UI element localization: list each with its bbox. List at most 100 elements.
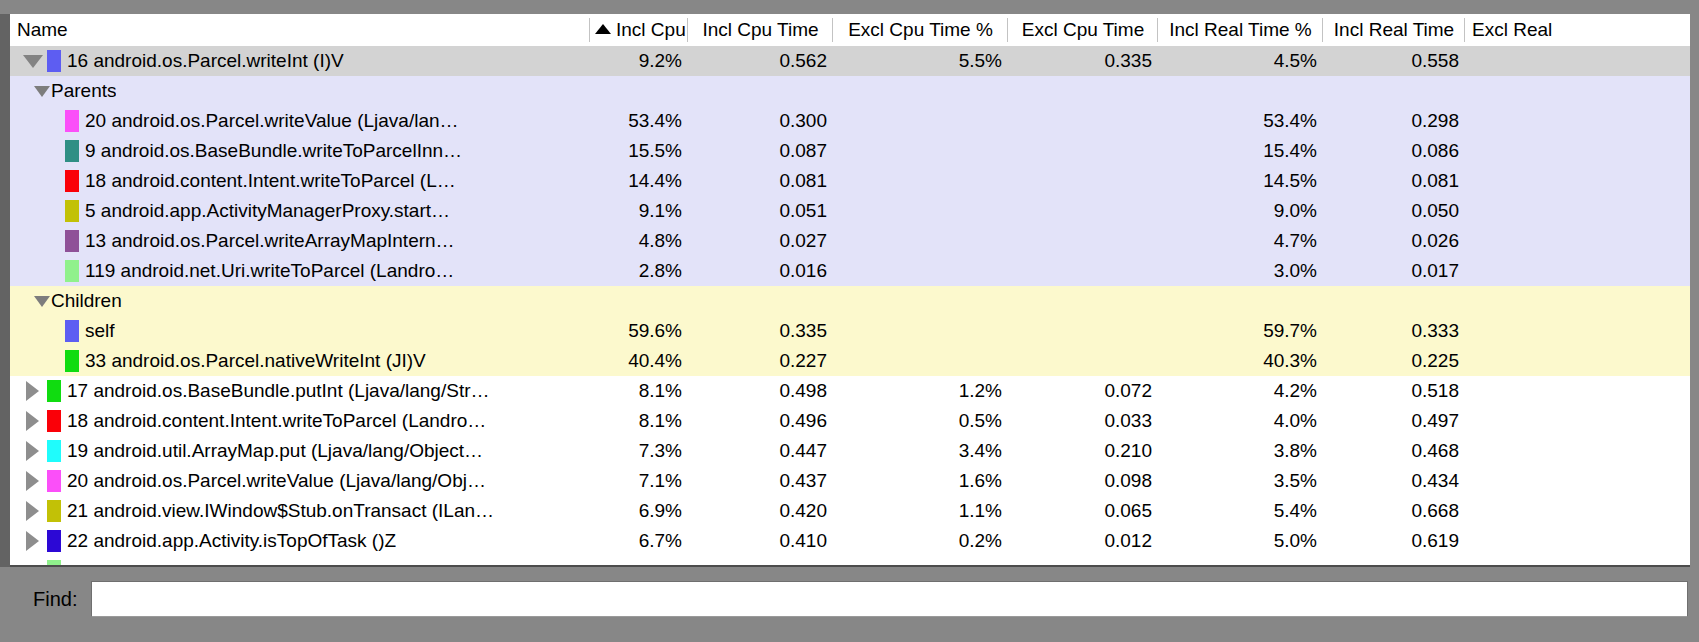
value-cell: 4.8% <box>590 230 688 252</box>
table-row[interactable]: 20 android.os.Parcel.writeValue (Ljava/l… <box>10 466 1690 496</box>
table-row[interactable]: 17 android.os.BaseBundle.putInt (Ljava/l… <box>10 376 1690 406</box>
value-cell: 0.050 <box>1323 200 1465 222</box>
collapse-triangle-icon[interactable] <box>34 296 50 307</box>
method-color-swatch <box>65 230 79 252</box>
table-row[interactable]: 9 android.os.BaseBundle.writeToParcelInn… <box>10 136 1690 166</box>
method-color-swatch <box>47 380 61 402</box>
method-color-swatch <box>65 200 79 222</box>
table-row[interactable]: 19 android.util.ArrayMap.put (Ljava/lang… <box>10 436 1690 466</box>
name-cell: 119 android.net.Uri.writeToParcel (Landr… <box>10 260 590 282</box>
table-row[interactable]: self59.6%0.33559.7%0.333 <box>10 316 1690 346</box>
value-cell: 53.4% <box>1158 110 1323 132</box>
method-color-swatch <box>65 260 79 282</box>
value-cell: 0.335 <box>1008 50 1158 72</box>
value-cell: 0.087 <box>688 140 833 162</box>
name-cell: 18 android.content.Intent.writeToParcel … <box>10 170 590 192</box>
column-header-incl-cpu-time-pct[interactable]: Incl Cpu Tir <box>590 14 688 46</box>
expand-triangle-icon[interactable] <box>26 531 39 551</box>
column-header-label: Incl Real Time <box>1334 19 1454 41</box>
table-row[interactable]: 16 android.os.Parcel.writeInt (I)V9.2%0.… <box>10 46 1690 76</box>
table-row[interactable]: 13 android.os.Parcel.writeArrayMapIntern… <box>10 226 1690 256</box>
expand-triangle-icon[interactable] <box>26 441 39 461</box>
value-cell: 1.1% <box>833 500 1008 522</box>
row-label: 16 android.os.Parcel.writeInt (I)V <box>67 50 344 72</box>
name-cell: Children <box>10 290 590 312</box>
value-cell: 0.017 <box>1323 260 1465 282</box>
value-cell: 0.051 <box>688 200 833 222</box>
collapse-triangle-icon[interactable] <box>34 86 50 97</box>
name-cell: Parents <box>10 80 590 102</box>
table-row[interactable]: 33 android.os.Parcel.nativeWriteInt (JI)… <box>10 346 1690 376</box>
find-bar: Find: <box>0 580 1699 618</box>
value-cell: 0.098 <box>1008 470 1158 492</box>
value-cell: 0.2% <box>833 530 1008 552</box>
value-cell: 40.3% <box>1158 350 1323 372</box>
expand-triangle-icon[interactable] <box>26 471 39 491</box>
column-header-incl-real-time[interactable]: Incl Real Time <box>1323 14 1465 46</box>
value-cell: 0.434 <box>1323 470 1465 492</box>
table-row[interactable]: 119 android.net.Uri.writeToParcel (Landr… <box>10 256 1690 286</box>
column-header-label: Excl Cpu Time <box>1022 19 1144 41</box>
value-cell: 14.5% <box>1158 170 1323 192</box>
value-cell: 3.8% <box>1158 440 1323 462</box>
column-header-excl-cpu-time[interactable]: Excl Cpu Time <box>1008 14 1158 46</box>
column-header-excl-real-time[interactable]: Excl Real <box>1465 14 1690 46</box>
collapse-triangle-icon[interactable] <box>23 55 43 68</box>
name-cell: 20 android.os.Parcel.writeValue (Ljava/l… <box>10 470 590 492</box>
value-cell: 2.8% <box>590 260 688 282</box>
column-header-label: Incl Real Time % <box>1169 19 1312 41</box>
value-cell: 1.2% <box>833 380 1008 402</box>
value-cell: 59.7% <box>1158 320 1323 342</box>
value-cell: 0.558 <box>1323 50 1465 72</box>
expand-triangle-icon[interactable] <box>26 381 39 401</box>
column-header-incl-cpu-time[interactable]: Incl Cpu Time <box>688 14 833 46</box>
column-header-name[interactable]: Name <box>10 14 590 46</box>
method-color-swatch <box>47 500 61 522</box>
find-label: Find: <box>33 588 77 611</box>
value-cell: 15.4% <box>1158 140 1323 162</box>
table-row[interactable]: 5 android.app.ActivityManagerProxy.start… <box>10 196 1690 226</box>
table-row[interactable]: 18 android.content.Intent.writeToParcel … <box>10 406 1690 436</box>
tree-group-row[interactable]: Parents <box>10 76 1690 106</box>
column-header-label: Incl Cpu Time <box>702 19 818 41</box>
value-cell: 0.5% <box>833 410 1008 432</box>
table-row[interactable]: 22 android.app.Activity.isTopOfTask ()Z6… <box>10 526 1690 556</box>
row-label: Children <box>51 290 122 312</box>
expand-triangle-icon[interactable] <box>26 411 39 431</box>
value-cell: 3.0% <box>1158 260 1323 282</box>
tree-group-row[interactable]: Children <box>10 286 1690 316</box>
column-header-excl-cpu-time-pct[interactable]: Excl Cpu Time % <box>833 14 1008 46</box>
row-label: 21 android.view.IWindow$Stub.onTransact … <box>67 500 494 522</box>
value-cell: 5.5% <box>833 50 1008 72</box>
value-cell: 0.086 <box>1323 140 1465 162</box>
expand-triangle-icon[interactable] <box>26 501 39 521</box>
find-input[interactable] <box>91 581 1688 617</box>
table-row <box>10 556 1690 567</box>
table-row[interactable]: 21 android.view.IWindow$Stub.onTransact … <box>10 496 1690 526</box>
row-label: 119 android.net.Uri.writeToParcel (Landr… <box>85 260 454 282</box>
name-cell: 22 android.app.Activity.isTopOfTask ()Z <box>10 530 590 552</box>
column-header-label: Excl Real <box>1472 19 1552 41</box>
name-cell: 33 android.os.Parcel.nativeWriteInt (JI)… <box>10 350 590 372</box>
method-color-swatch <box>65 140 79 162</box>
row-label: 20 android.os.Parcel.writeValue (Ljava/l… <box>85 110 459 132</box>
value-cell: 0.016 <box>688 260 833 282</box>
row-label: 13 android.os.Parcel.writeArrayMapIntern… <box>85 230 455 252</box>
value-cell: 0.668 <box>1323 500 1465 522</box>
value-cell: 0.298 <box>1323 110 1465 132</box>
value-cell: 4.0% <box>1158 410 1323 432</box>
table-row[interactable]: 18 android.content.Intent.writeToParcel … <box>10 166 1690 196</box>
value-cell: 0.081 <box>1323 170 1465 192</box>
value-cell: 0.496 <box>688 410 833 432</box>
row-label: 20 android.os.Parcel.writeValue (Ljava/l… <box>67 470 486 492</box>
row-label: 22 android.app.Activity.isTopOfTask ()Z <box>67 530 396 552</box>
column-header-incl-real-time-pct[interactable]: Incl Real Time % <box>1158 14 1323 46</box>
name-cell: self <box>10 320 590 342</box>
value-cell: 0.518 <box>1323 380 1465 402</box>
value-cell: 0.225 <box>1323 350 1465 372</box>
method-color-swatch <box>47 50 61 72</box>
value-cell: 14.4% <box>590 170 688 192</box>
table-row[interactable]: 20 android.os.Parcel.writeValue (Ljava/l… <box>10 106 1690 136</box>
value-cell: 4.7% <box>1158 230 1323 252</box>
value-cell: 0.033 <box>1008 410 1158 432</box>
